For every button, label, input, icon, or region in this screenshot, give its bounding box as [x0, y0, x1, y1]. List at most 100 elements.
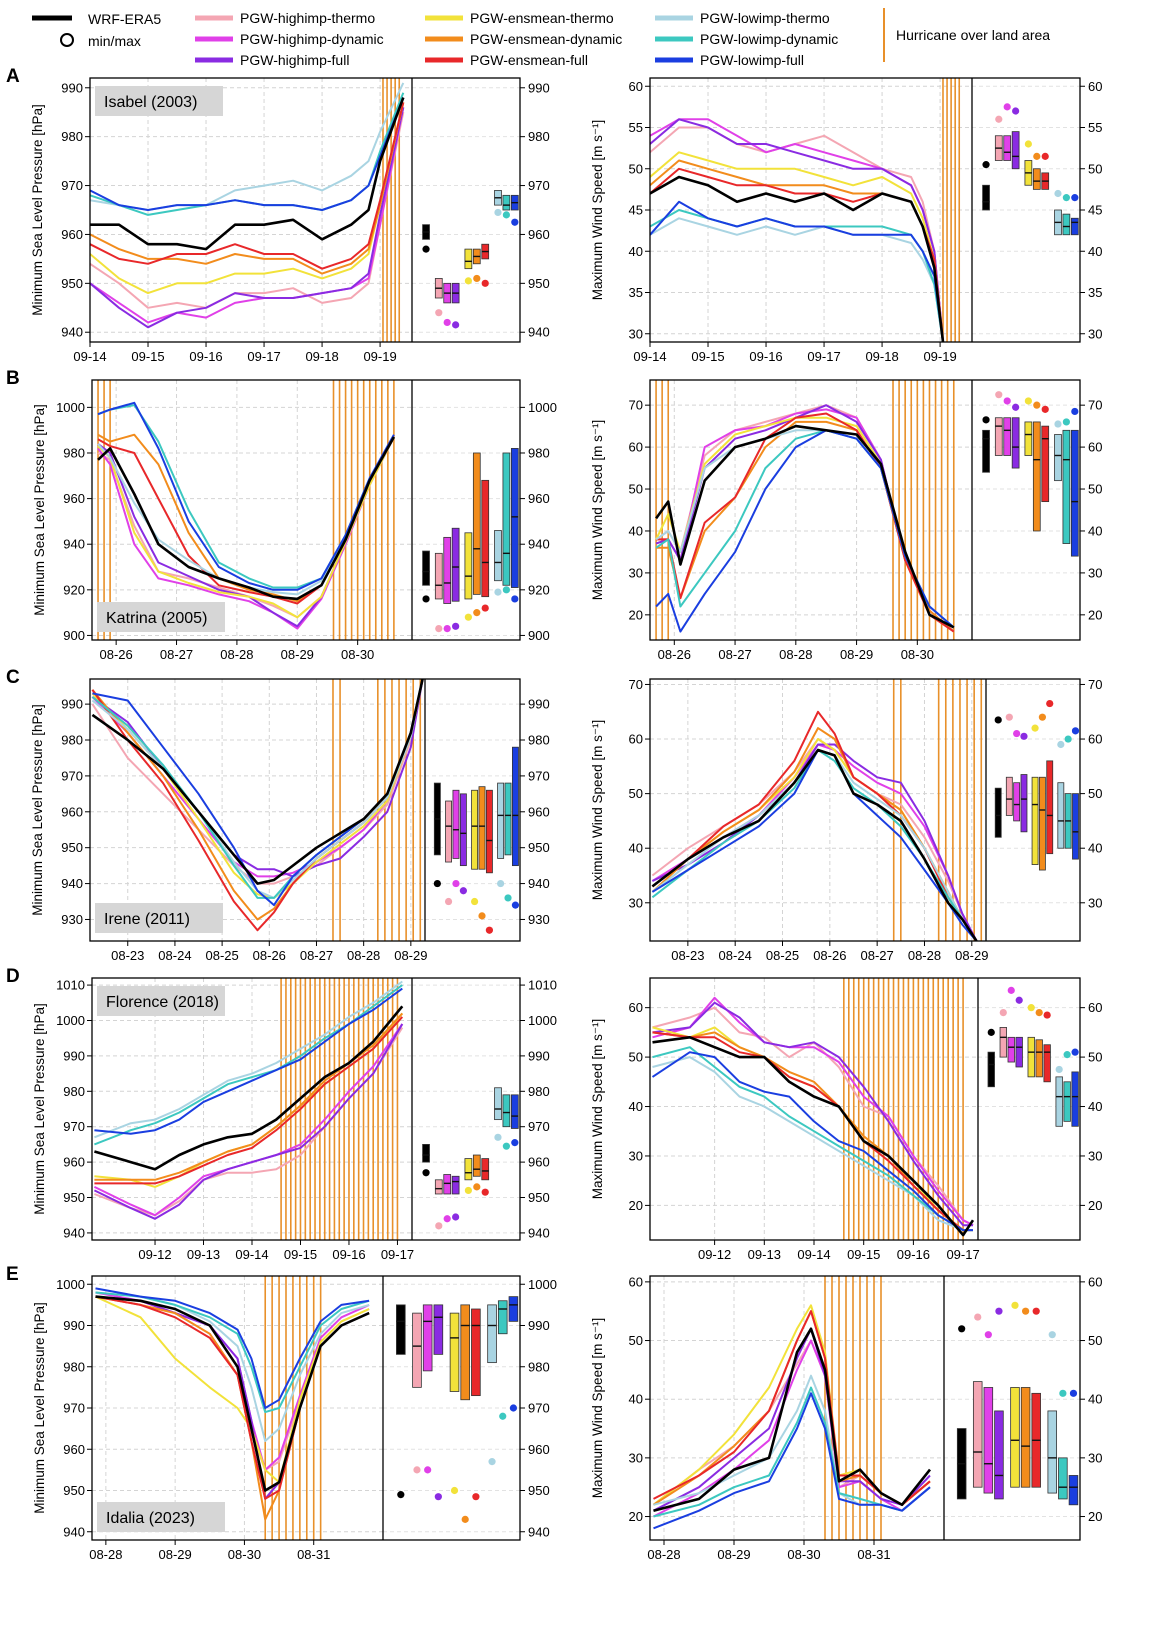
box-wrf-era5 [982, 429, 990, 473]
extreme-marker-pgw-highimp-dynamic [984, 1331, 992, 1339]
land-periods [942, 78, 961, 342]
y-tick-label-left: 990 [61, 697, 83, 712]
y-tick-label-right: 950 [528, 1483, 550, 1498]
y-tick-label-right: 30 [1088, 326, 1102, 341]
series-line-pgw-lowimp-thermo [655, 429, 955, 629]
y-tick-label-left: 960 [63, 1155, 85, 1170]
extreme-marker-pgw-highimp-full [452, 1213, 460, 1221]
legend-label-land: Hurricane over land area [896, 27, 1050, 43]
extreme-marker-pgw-lowimp-thermo [497, 879, 505, 888]
x-tick-label: 08-31 [297, 1547, 330, 1562]
extreme-marker-pgw-ensmean-full [1046, 699, 1054, 708]
extreme-marker-wrf-era5 [422, 1169, 430, 1177]
series-line-pgw-ensmean-full [91, 679, 424, 932]
y-axis-label: Maximum Wind Speed [m s⁻¹] [590, 720, 605, 900]
series-line-pgw-highimp-thermo [91, 679, 424, 885]
y-tick-label-right: 940 [528, 1225, 550, 1240]
summary-boxes [994, 699, 1080, 871]
y-tick-label-right: 990 [528, 80, 550, 95]
y-tick-label-left: 30 [629, 1450, 643, 1465]
box-pgw-highimp-dynamic [452, 789, 460, 859]
x-tick-label: 09-12 [698, 1247, 731, 1262]
series-line-wrf-era5 [652, 1036, 975, 1237]
y-tick-label-left: 50 [629, 1050, 643, 1065]
box-pgw-lowimp-full [508, 1296, 519, 1322]
y-tick-label-right: 50 [1088, 482, 1102, 497]
box-pgw-highimp-dynamic [422, 1304, 433, 1372]
series-line-pgw-highimp-dynamic [93, 1023, 404, 1217]
y-tick-label-left: 60 [629, 1000, 643, 1015]
extreme-marker-pgw-ensmean-dynamic [473, 274, 481, 283]
mslp-chart: 940 940 950 950 960 960 970 970 980 980 990 990 1000… [32, 1275, 557, 1562]
y-tick-label-right: 60 [1088, 732, 1102, 747]
series-line-wrf-era5 [97, 436, 396, 601]
x-tick-label: 09-17 [381, 1247, 414, 1262]
y-tick-label-left: 990 [63, 1318, 85, 1333]
x-tick-label: 08-27 [861, 948, 894, 963]
y-tick-label-right: 990 [528, 1048, 550, 1063]
y-tick-label-right: 960 [528, 804, 550, 819]
y-axis-label: Minimum Sea Level Pressure [hPa] [32, 1302, 47, 1514]
storm-label-box [95, 903, 223, 933]
extreme-marker-pgw-highimp-thermo [995, 115, 1003, 123]
box-pgw-lowimp-dynamic [504, 782, 512, 856]
panel-c: C 930 930 940 940 950 950 960 960 970 970 980 980 990… [6, 667, 1102, 963]
series-line-wrf-era5 [94, 1005, 404, 1171]
box-pgw-lowimp-dynamic [497, 1300, 508, 1335]
y-tick-label-left: 970 [63, 1401, 85, 1416]
extreme-marker-pgw-lowimp-full [511, 1139, 519, 1147]
series-line-wrf-era5 [655, 424, 955, 629]
box-wrf-era5 [396, 1304, 406, 1355]
summary-boxes [982, 391, 1079, 557]
series-line-pgw-ensmean-full [97, 436, 395, 605]
box-pgw-ensmean-dynamic [1032, 421, 1041, 532]
series-lines [91, 679, 424, 932]
extreme-marker-pgw-lowimp-thermo [494, 588, 502, 596]
y-tick-label-right: 40 [1088, 1392, 1102, 1407]
extreme-marker-pgw-ensmean-dynamic [1022, 1307, 1030, 1315]
extreme-marker-pgw-ensmean-full [1043, 1011, 1051, 1019]
box-wrf-era5 [422, 550, 430, 586]
y-tick-label-right: 30 [1088, 1148, 1102, 1163]
extreme-marker-wrf-era5 [422, 245, 430, 253]
box-pgw-ensmean-full [485, 789, 493, 874]
box-pgw-ensmean-dynamic [1035, 1039, 1043, 1078]
legend-label-wrf-era5: WRF-ERA5 [88, 11, 161, 27]
series-line-pgw-lowimp-full [95, 1287, 370, 1409]
x-tick-label: 09-16 [189, 349, 222, 364]
extreme-marker-pgw-highimp-thermo [435, 624, 443, 633]
y-tick-label-left: 940 [61, 325, 83, 340]
extreme-marker-pgw-ensmean-thermo [464, 613, 472, 621]
extreme-marker-pgw-ensmean-thermo [1024, 397, 1032, 405]
box-pgw-highimp-thermo [445, 800, 452, 863]
series-line-pgw-highimp-dynamic [91, 679, 424, 878]
y-tick-label-right: 900 [528, 628, 550, 643]
storm-name: Irene (2011) [104, 911, 190, 928]
y-tick-label-left: 40 [629, 1099, 643, 1114]
y-axis-label: Minimum Sea Level Pressure [hPa] [30, 704, 45, 916]
y-tick-label-left: 20 [629, 607, 643, 622]
y-tick-label-left: 950 [61, 276, 83, 291]
summary-boxes [987, 986, 1079, 1127]
y-tick-label-left: 1000 [56, 400, 85, 415]
box-pgw-lowimp-full [512, 746, 519, 867]
y-tick-label-right: 960 [528, 227, 550, 242]
y-tick-label-right: 20 [1088, 607, 1102, 622]
y-tick-label-left: 940 [61, 876, 83, 891]
extreme-marker-pgw-lowimp-full [1069, 1389, 1078, 1397]
legend: WRF-ERA5 min/max PGW-highimp-thermo PGW-hig… [32, 8, 1050, 68]
plot-frame [649, 977, 1081, 1241]
y-tick-label-left: 930 [61, 912, 83, 927]
x-tick-label: 09-14 [633, 349, 666, 364]
box-pgw-highimp-thermo [972, 1381, 983, 1488]
y-tick-label-left: 55 [629, 120, 643, 135]
box-wrf-era5 [422, 1144, 430, 1163]
y-tick-label-left: 60 [629, 1274, 643, 1289]
series-line-wrf-era5 [95, 1295, 370, 1492]
y-tick-label-left: 970 [61, 178, 83, 193]
extreme-marker-pgw-highimp-full [459, 887, 467, 895]
series-line-pgw-highimp-thermo [90, 111, 405, 309]
box-pgw-lowimp-full [1070, 217, 1079, 236]
box-pgw-lowimp-dynamic [502, 1094, 511, 1128]
x-tick-label: 08-28 [89, 1547, 122, 1562]
